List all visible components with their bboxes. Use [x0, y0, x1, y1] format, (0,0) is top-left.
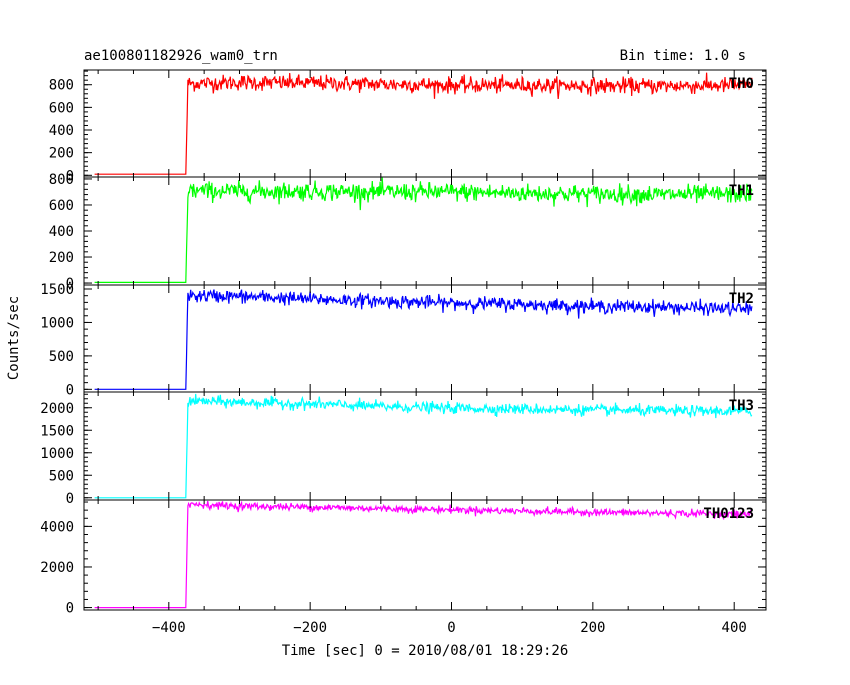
y-tick-label: 2000	[40, 401, 74, 417]
y-tick-label: 4000	[40, 519, 74, 535]
x-axis-label: Time [sec] 0 = 2010/08/01 18:29:26	[282, 643, 569, 659]
y-tick-label: 0	[66, 382, 74, 398]
y-tick-label: 0	[66, 168, 74, 184]
panel-label: TH1	[729, 183, 754, 199]
y-tick-label: 0	[66, 276, 74, 292]
y-tick-label: 800	[49, 172, 74, 188]
panel-label: TH3	[729, 398, 754, 414]
y-tick-label: 500	[49, 349, 74, 365]
panel-th0: 0 200 400 600 800 TH0	[49, 69, 767, 184]
panel-th1: 0 200 400 600 800 TH1	[49, 172, 767, 292]
x-tick-label: 200	[580, 620, 605, 636]
y-tick-label: 400	[49, 123, 74, 139]
panel-label: TH2	[729, 291, 754, 307]
y-tick-label: 1500	[40, 282, 74, 298]
panel-th2: 0 500 1000 1500 TH2	[40, 282, 767, 398]
x-tick-label: −400	[152, 620, 186, 636]
y-tick-label: 200	[49, 250, 74, 266]
y-tick-label: 200	[49, 146, 74, 162]
y-tick-label: 0	[66, 491, 74, 507]
series-line-th2	[94, 289, 753, 390]
series-line-th0	[94, 72, 753, 175]
y-tick-label: 400	[49, 224, 74, 240]
series-line-th0123	[94, 500, 753, 609]
series-line-th1	[94, 177, 753, 283]
y-axis-label: Counts/sec	[6, 296, 22, 380]
y-tick-label: 600	[49, 198, 74, 214]
panel-th0123: 0 2000 4000 TH0123	[40, 499, 767, 617]
chart-title: ae100801182926_wam0_trn	[84, 48, 278, 64]
x-tick-label: 0	[447, 620, 455, 636]
y-tick-label: 1000	[40, 315, 74, 331]
y-tick-label: 1000	[40, 446, 74, 462]
y-tick-label: 600	[49, 100, 74, 116]
plot-layer: 0 200 400 600 800 TH0 0 200 400 600 800 TH1 0 500 1000…	[40, 69, 767, 636]
y-tick-label: 1500	[40, 423, 74, 439]
y-tick-label: 500	[49, 468, 74, 484]
y-tick-label: 0	[66, 601, 74, 617]
panel-frame	[83, 499, 767, 611]
x-tick-label: −200	[293, 620, 327, 636]
y-tick-label: 2000	[40, 560, 74, 576]
series-line-th3	[94, 393, 753, 499]
panel-label: TH0123	[703, 506, 754, 522]
y-tick-label: 800	[49, 78, 74, 94]
chart-subtitle: Bin time: 1.0 s	[620, 48, 746, 64]
x-tick-label: 400	[722, 620, 747, 636]
panel-label: TH0	[729, 76, 754, 92]
panel-th3: 0 500 1000 1500 2000 TH3	[40, 391, 767, 507]
